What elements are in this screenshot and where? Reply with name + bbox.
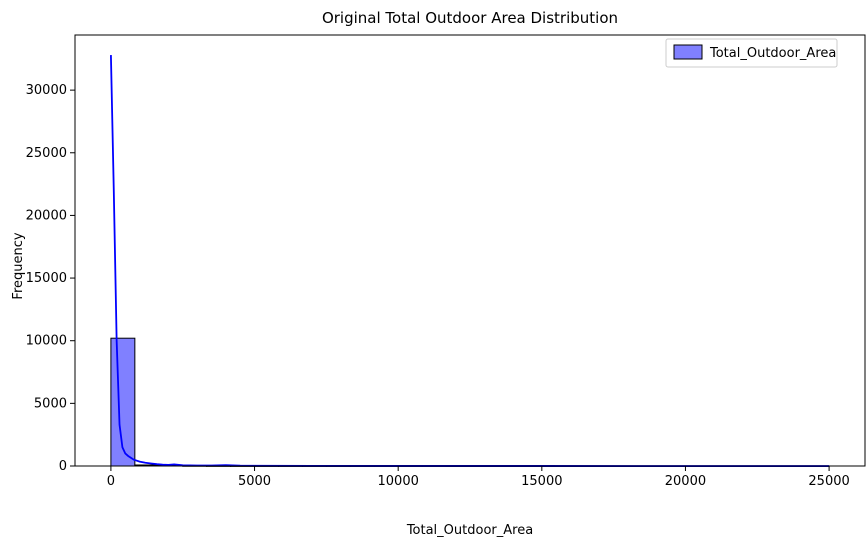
x-tick-label: 25000 (808, 474, 849, 489)
legend-swatch (673, 44, 703, 60)
y-tick-label: 5000 (34, 396, 67, 411)
plot-area: 0 5000 10000 15000 20000 25000 0 5000 10000 15000… (26, 34, 866, 489)
x-axis-label: Total_Outdoor_Area (406, 523, 533, 538)
x-tick-label: 5000 (238, 474, 271, 489)
legend: Total_Outdoor_Area (665, 38, 838, 68)
axes-frame (74, 34, 866, 467)
x-tick-label: 15000 (521, 474, 562, 489)
y-tick-label: 20000 (26, 208, 67, 223)
x-tick-label: 20000 (665, 474, 706, 489)
y-tick-label: 10000 (26, 334, 67, 349)
y-tick-label: 0 (59, 459, 67, 474)
chart-title: Original Total Outdoor Area Distribution (322, 9, 618, 27)
x-tick-label: 0 (107, 474, 115, 489)
legend-box (665, 38, 838, 68)
y-tick-label: 25000 (26, 146, 67, 161)
x-tick-label: 10000 (378, 474, 419, 489)
y-axis-label: Frequency (11, 232, 26, 299)
legend-label: Total_Outdoor_Area (709, 46, 836, 61)
y-tick-label: 15000 (26, 271, 67, 286)
y-tick-label: 30000 (26, 83, 67, 98)
